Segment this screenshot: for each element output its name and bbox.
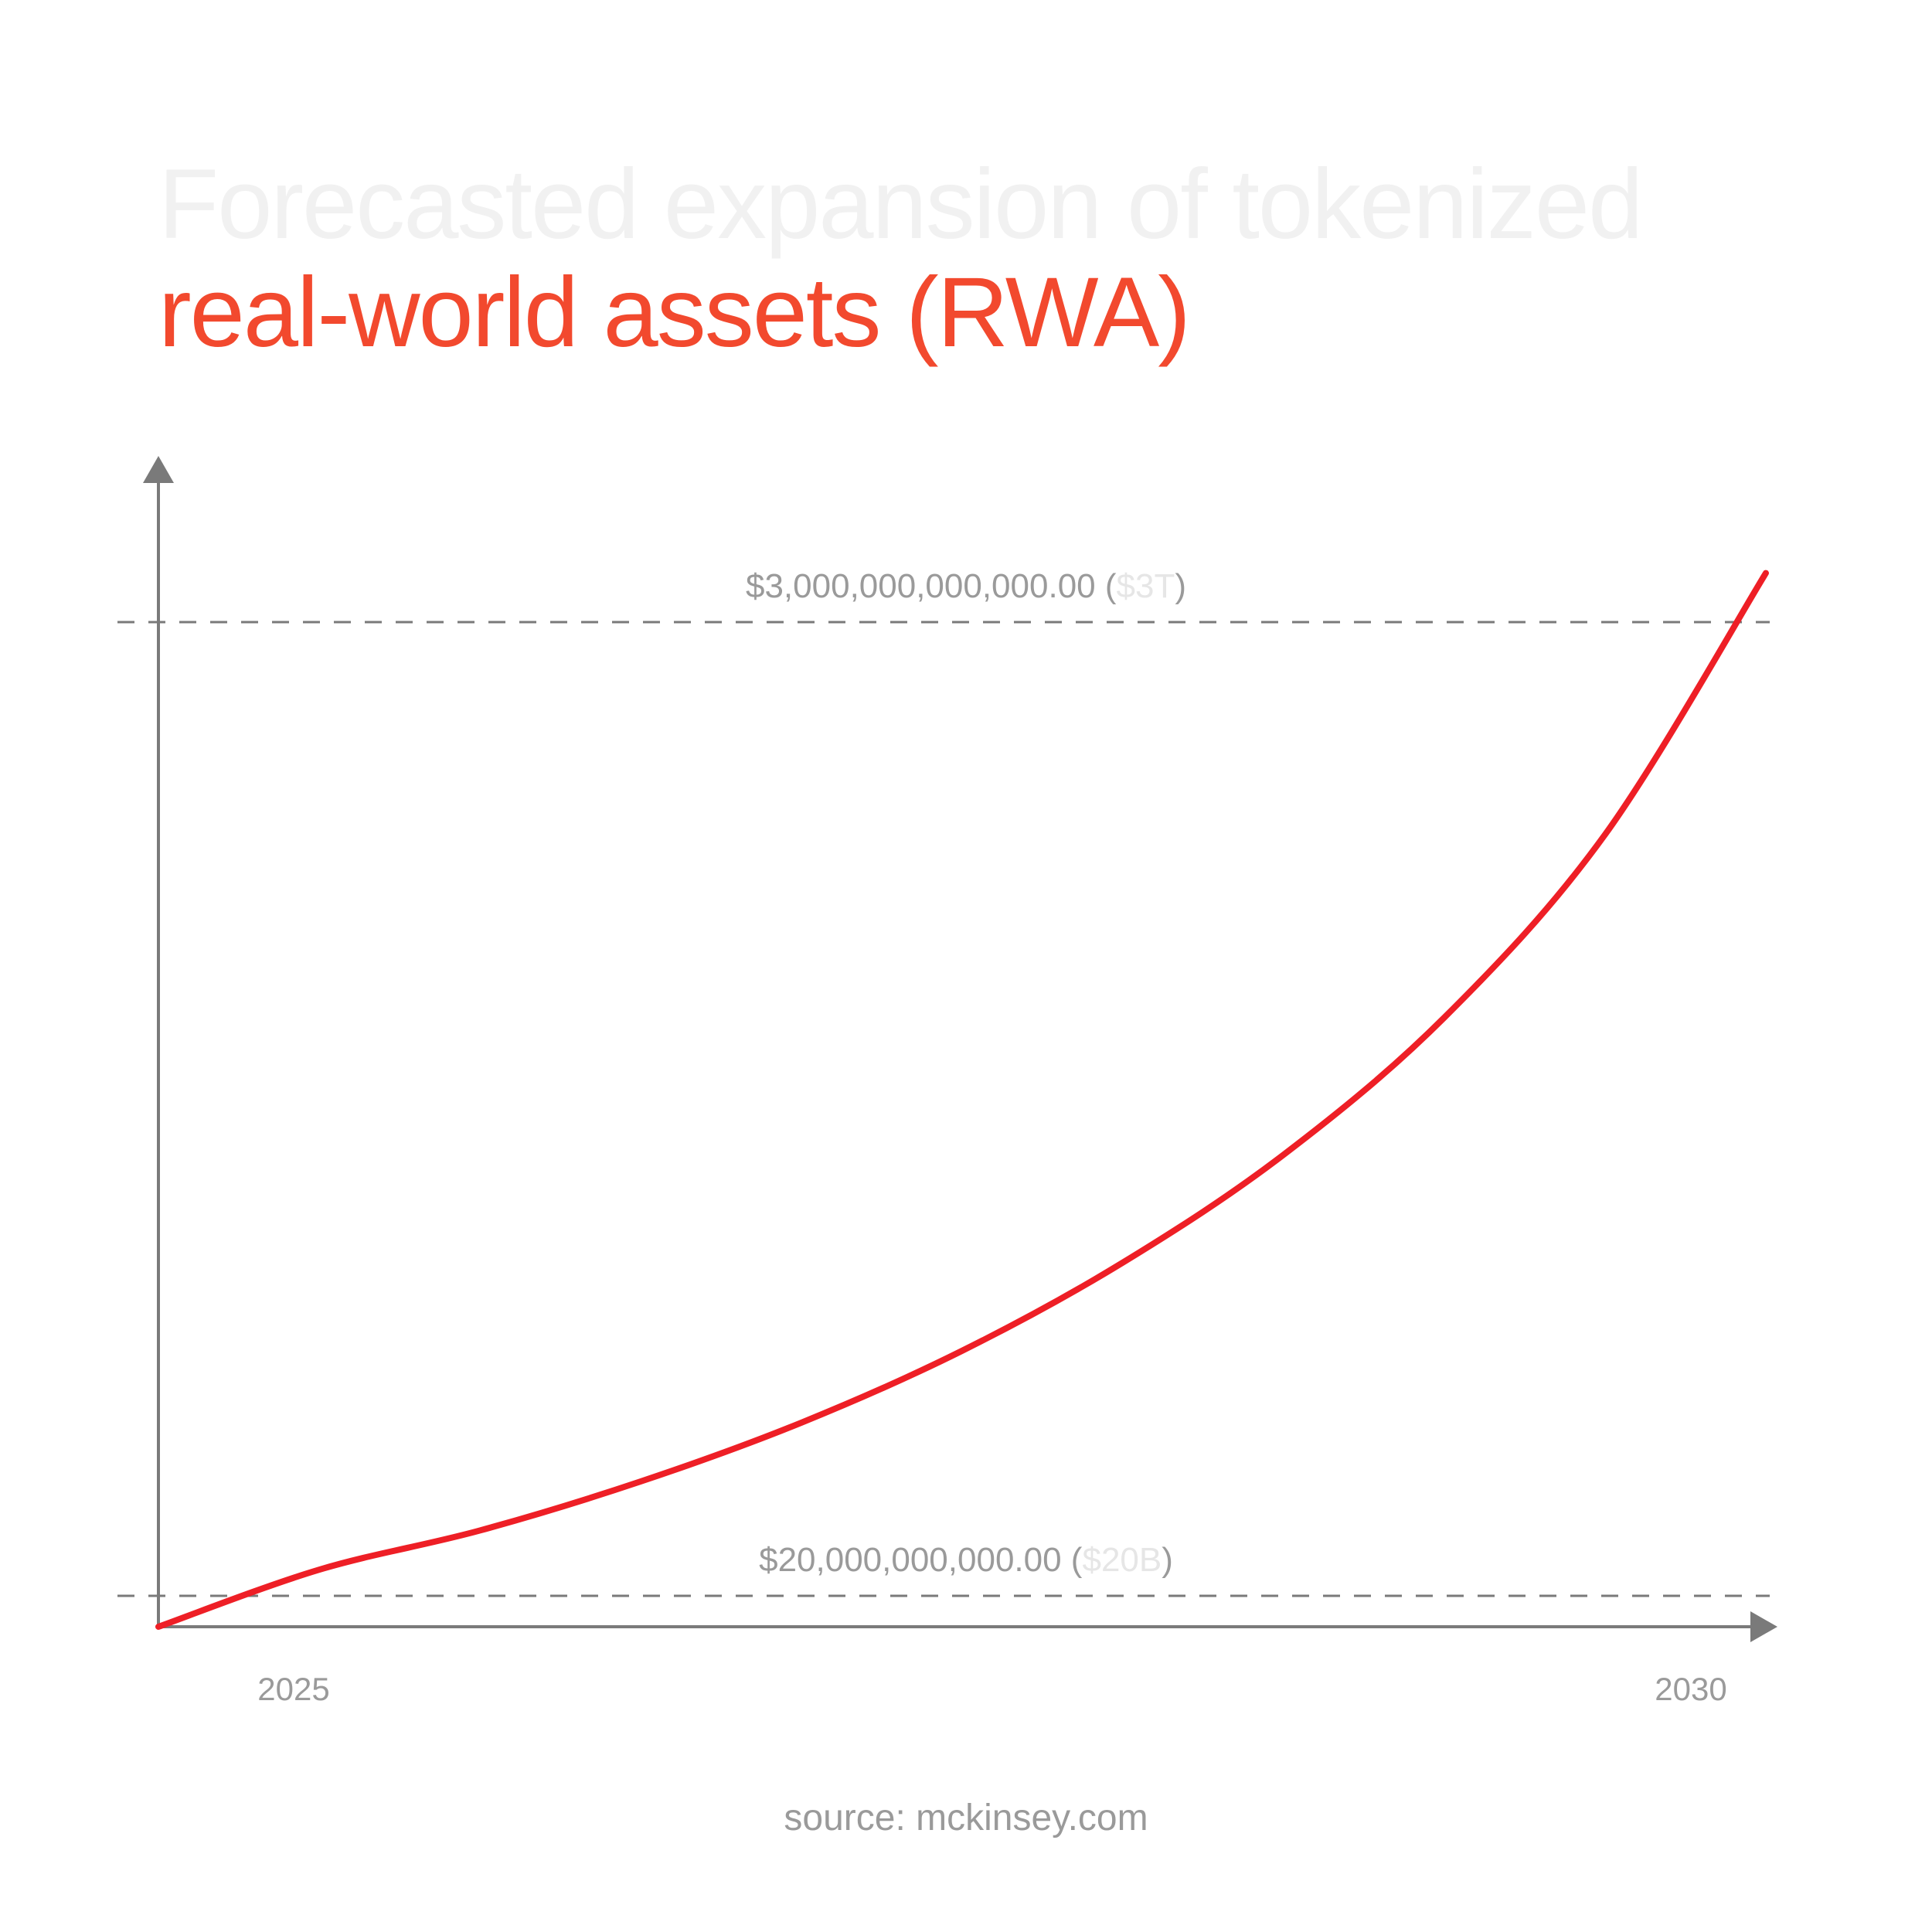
series-line	[155, 570, 1769, 1630]
chart-axes	[143, 456, 1777, 1642]
chart-title-line-1: Forecasted expansion of tokenized	[158, 149, 1643, 260]
reference-line-label: $3,000,000,000,000.00 ($3T)	[746, 567, 1186, 605]
x-tick-label: 2030	[1655, 1671, 1726, 1707]
reference-lines: $3,000,000,000,000.00 ($3T) $20,000,000,0…	[117, 567, 1770, 1597]
chart-title-line-2: real-world assets (RWA)	[158, 257, 1191, 368]
chart-title: Forecasted expansion of tokenized real-w…	[158, 151, 1781, 367]
x-axis-arrow	[1750, 1611, 1777, 1642]
x-axis-tick-labels: 2025 2030	[257, 1671, 1726, 1707]
source-note: source: mckinsey.com	[784, 1798, 1148, 1838]
chart-series	[155, 570, 1769, 1630]
x-tick-label: 2025	[257, 1671, 329, 1707]
reference-line-label: $20,000,000,000.00 ($20B)	[759, 1541, 1173, 1579]
y-axis-arrow	[143, 456, 174, 483]
